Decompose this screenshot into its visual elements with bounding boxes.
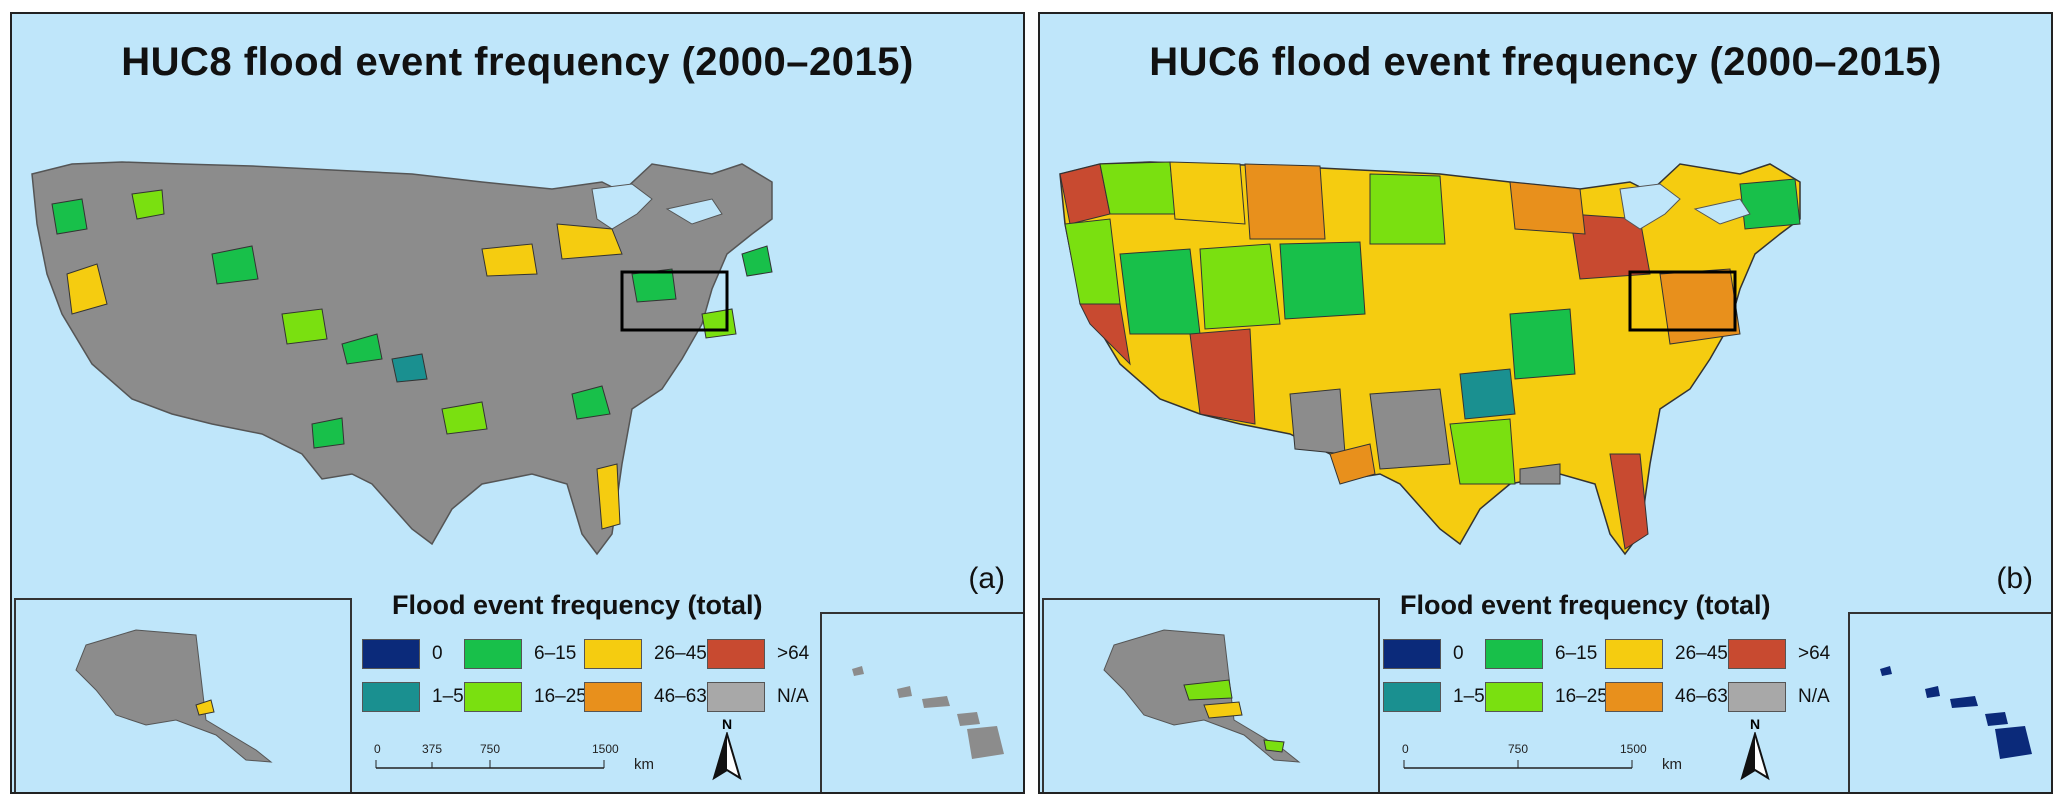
scale-tick-label: 0 bbox=[1402, 742, 1409, 756]
north-arrow: N bbox=[712, 716, 742, 787]
alaska-inset bbox=[14, 598, 352, 792]
north-arrow-icon bbox=[712, 730, 742, 781]
legend-swatch bbox=[1605, 639, 1663, 669]
legend-swatch bbox=[1728, 682, 1786, 712]
legend-item-16-25: 16–25 bbox=[464, 682, 587, 712]
north-arrow-icon bbox=[1740, 730, 1770, 781]
legend-item-na: N/A bbox=[707, 682, 809, 712]
legend-item-6-15: 6–15 bbox=[1485, 639, 1597, 669]
hawaii-map bbox=[852, 666, 1004, 759]
legend-item-46-63: 46–63 bbox=[1605, 682, 1728, 712]
legend-item-1-5: 1–5 bbox=[1383, 682, 1485, 712]
legend-swatch bbox=[464, 639, 522, 669]
legend-item-46-63: 46–63 bbox=[584, 682, 707, 712]
hawaii-map bbox=[1880, 666, 2032, 759]
hawaii-inset bbox=[820, 612, 1023, 792]
conus-map bbox=[1059, 161, 1801, 556]
panel-label: (a) bbox=[968, 562, 1005, 595]
legend-item-gt64: >64 bbox=[1728, 639, 1830, 669]
map-title: HUC6 flood event frequency (2000–2015) bbox=[1149, 40, 1942, 84]
legend-swatch bbox=[362, 639, 420, 669]
north-label: N bbox=[1749, 716, 1761, 732]
scale-tick-label: 750 bbox=[480, 742, 501, 756]
legend-item-na: N/A bbox=[1728, 682, 1830, 712]
legend-item-6-15: 6–15 bbox=[464, 639, 576, 669]
scale-unit: km bbox=[1662, 756, 1682, 773]
legend-item-0: 0 bbox=[1383, 639, 1464, 669]
panel-label: (b) bbox=[1996, 562, 2033, 595]
map-panel-a: HUC8 flood event frequency (2000–2015) (… bbox=[10, 12, 1025, 794]
legend-title: Flood event frequency (total) bbox=[392, 590, 763, 620]
scale-bar bbox=[1403, 760, 1633, 769]
legend-title: Flood event frequency (total) bbox=[1400, 590, 1771, 620]
legend-item-gt64: >64 bbox=[707, 639, 809, 669]
hawaii-inset bbox=[1848, 612, 2051, 792]
scale-unit: km bbox=[634, 756, 654, 773]
scale-bar bbox=[375, 760, 605, 769]
great-lakes bbox=[591, 183, 723, 230]
legend-swatch bbox=[1485, 639, 1543, 669]
legend-swatch bbox=[707, 639, 765, 669]
legend-swatch bbox=[1485, 682, 1543, 712]
alaska-map bbox=[75, 629, 273, 763]
scale-tick-label: 375 bbox=[422, 742, 443, 756]
legend-swatch bbox=[1383, 639, 1441, 669]
legend-item-26-45: 26–45 bbox=[584, 639, 707, 669]
scale-tick-label: 1500 bbox=[592, 742, 619, 756]
legend-swatch bbox=[362, 682, 420, 712]
great-lakes bbox=[1619, 183, 1751, 230]
scale-tick-label: 1500 bbox=[1620, 742, 1647, 756]
scale-tick-label: 750 bbox=[1508, 742, 1529, 756]
legend-swatch bbox=[707, 682, 765, 712]
study-area-box bbox=[1628, 270, 1737, 332]
huc8-basins bbox=[51, 189, 773, 530]
scale-tick-label: 0 bbox=[374, 742, 381, 756]
legend-item-26-45: 26–45 bbox=[1605, 639, 1728, 669]
legend-swatch bbox=[464, 682, 522, 712]
legend-item-16-25: 16–25 bbox=[1485, 682, 1608, 712]
alaska-inset bbox=[1042, 598, 1380, 792]
legend-swatch bbox=[1383, 682, 1441, 712]
legend-swatch bbox=[1605, 682, 1663, 712]
map-panel-b: HUC6 flood event frequency (2000–2015) bbox=[1038, 12, 2053, 794]
legend-swatch bbox=[584, 639, 642, 669]
map-title: HUC8 flood event frequency (2000–2015) bbox=[121, 40, 914, 84]
legend-item-0: 0 bbox=[362, 639, 443, 669]
conus-map bbox=[31, 161, 773, 556]
north-arrow: N bbox=[1740, 716, 1770, 787]
huc6-basins bbox=[1059, 161, 1801, 550]
study-area-box bbox=[620, 270, 729, 332]
legend-swatch bbox=[584, 682, 642, 712]
legend-swatch bbox=[1728, 639, 1786, 669]
north-label: N bbox=[721, 716, 733, 732]
legend-item-1-5: 1–5 bbox=[362, 682, 464, 712]
alaska-map bbox=[1103, 629, 1301, 763]
